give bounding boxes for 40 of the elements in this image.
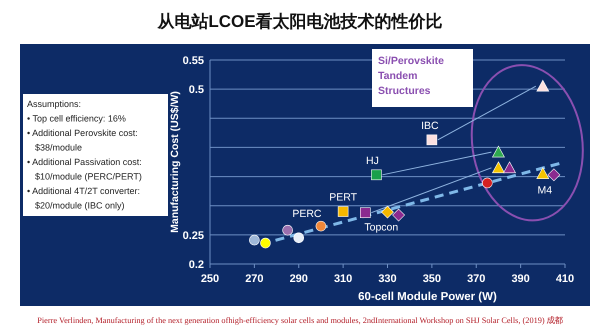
y-tick-label: 0.2 xyxy=(188,259,204,271)
point xyxy=(482,178,493,188)
y-axis-title: Manufacturing Cost (US$/W) xyxy=(169,91,181,233)
x-tick-label: 390 xyxy=(511,273,530,285)
point xyxy=(316,220,326,232)
x-tick-label: 330 xyxy=(378,273,397,285)
point xyxy=(536,167,550,179)
annotation: Si/Perovskite Tandem Structures xyxy=(378,55,444,97)
annotation: M4 xyxy=(538,184,552,197)
annotation: PERC xyxy=(292,208,322,220)
note-tandem: Si/Perovskite Tandem Structures xyxy=(372,49,473,107)
annotation: HJ xyxy=(366,154,379,167)
y-tick-label: 0.25 xyxy=(182,230,204,242)
point xyxy=(392,208,405,222)
y-tick-label: 0.55 xyxy=(182,55,204,67)
point xyxy=(338,206,348,217)
annotation: PERT xyxy=(329,192,358,204)
point xyxy=(371,170,382,180)
point xyxy=(282,224,293,236)
annotation: Topcon xyxy=(364,222,398,234)
x-tick-label: 290 xyxy=(290,273,308,285)
point xyxy=(548,168,560,182)
point xyxy=(260,238,271,248)
y-tick-label: 0.5 xyxy=(188,84,204,96)
point xyxy=(426,134,438,146)
x-tick-label: 270 xyxy=(245,273,264,285)
annotation: IBC xyxy=(421,120,440,132)
x-axis-title: 60-cell Module Power (W) xyxy=(358,291,497,303)
point xyxy=(492,146,505,158)
point xyxy=(249,234,260,246)
x-tick-label: 370 xyxy=(467,273,486,285)
x-tick-label: 250 xyxy=(200,273,220,285)
x-tick-label: 410 xyxy=(556,273,574,285)
point xyxy=(293,232,304,244)
text: Pierre Verlinden, Manufacturing of the next generation ofhigh-efficiency solar cells and modules, 2ndInternational Workshop on SHJ Solar Cells, (2019) 成都 xyxy=(37,316,563,325)
point xyxy=(492,162,505,174)
x-tick-label: 310 xyxy=(334,273,352,285)
chart-title: 从电站LCOE看太阳电池技术的性价比 xyxy=(156,12,443,31)
note-assumptions: Assumptions: • Top cell efficiency: 16% • Additional Perovskite cost: $38/module • Additional Passivation cost: $10/module (PERC/PERT) • Additional 4T/2T converter: $20/module (IBC only) xyxy=(23,94,168,216)
x-tick-label: 350 xyxy=(422,273,442,285)
